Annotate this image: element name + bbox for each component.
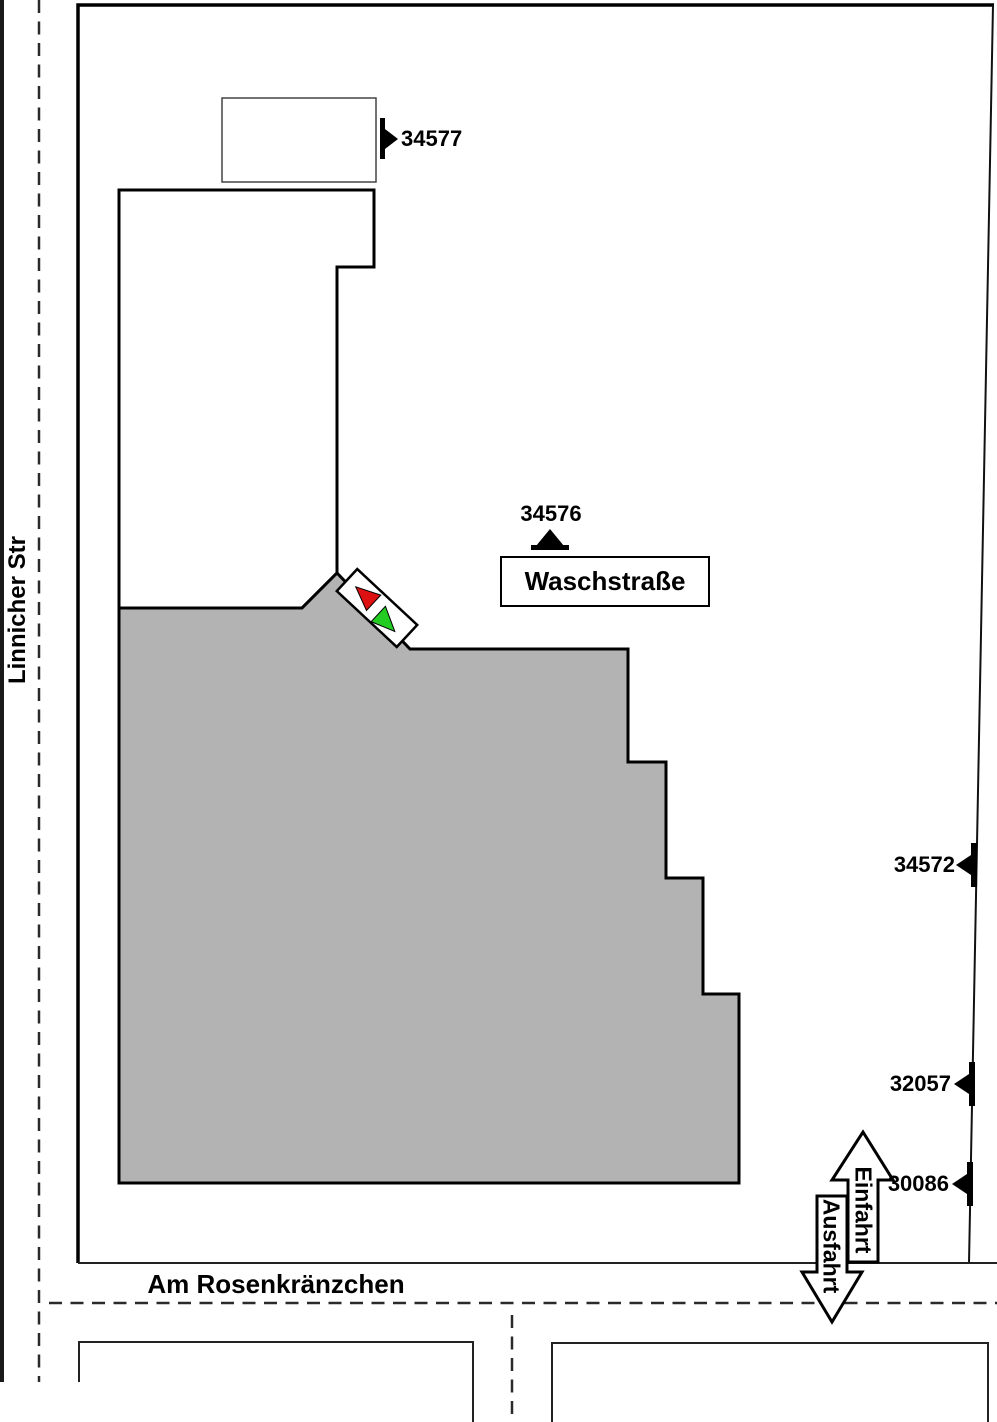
marker-label-34572: 34572: [893, 852, 955, 877]
south-east-block-outline: [551, 1342, 989, 1422]
street-label-linnicher-str: Linnicher Str: [4, 535, 31, 685]
marker-label-34577: 34577: [401, 126, 463, 151]
marker-label-32057: 32057: [889, 1071, 951, 1096]
exit-down-arrow: [799, 1194, 865, 1325]
marker-label-34576: 34576: [520, 501, 582, 526]
main-building-outline: [117, 188, 376, 610]
marker-label-30086: 30086: [887, 1171, 949, 1196]
entrance-label: Einfahrt: [850, 1166, 877, 1254]
south-west-block-outline: [78, 1341, 474, 1422]
up-arrow-entrance-marker-icon: [531, 529, 569, 550]
paved-yard-area: [117, 570, 741, 1185]
right-arrow-marker-icon: [380, 118, 398, 159]
traffic-signal-icon: [335, 567, 419, 649]
left-arrow-marker-icon: [952, 1162, 973, 1206]
car-wash-label-box: Waschstraße: [500, 556, 710, 607]
exit-label: Ausfahrt: [818, 1198, 845, 1294]
left-arrow-marker-icon: [954, 1062, 975, 1106]
property-boundary-line: [76, 3, 994, 1263]
street-label-am-rosenkraenzchen: Am Rosenkränzchen: [147, 1269, 405, 1299]
entrance-up-arrow: [829, 1129, 896, 1264]
left-arrow-marker-icon: [956, 843, 977, 887]
east-boundary-line: [968, 4, 994, 1264]
outbuilding-34577: [221, 97, 377, 183]
car-wash-label: Waschstraße: [524, 566, 686, 596]
